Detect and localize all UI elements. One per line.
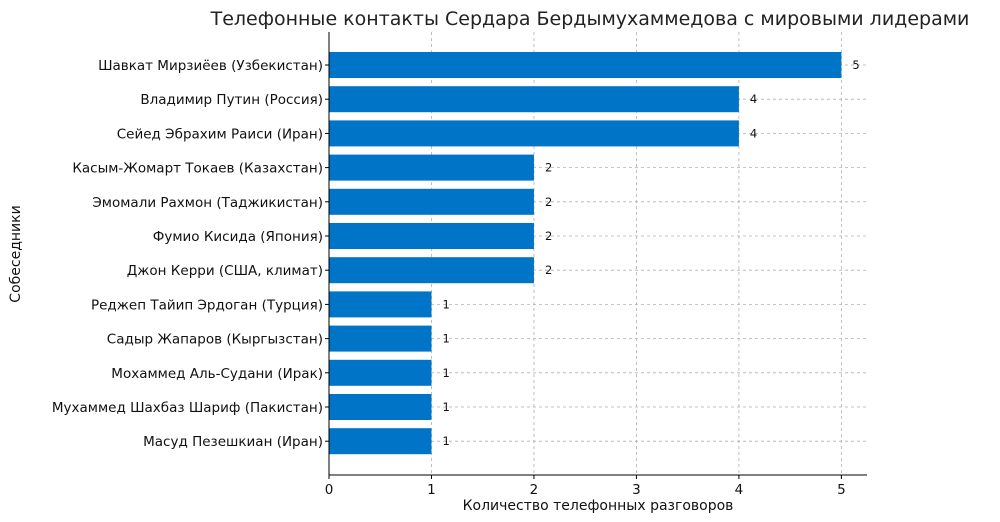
x-tick-label-5: 5 <box>837 482 846 498</box>
bar-2 <box>329 120 739 147</box>
x-tick-label-1: 1 <box>427 482 436 498</box>
x-tick-label-0: 0 <box>325 482 334 498</box>
bar-9 <box>329 359 432 386</box>
x-tick-label-3: 3 <box>632 482 641 498</box>
category-label-1: Владимир Путин (Россия) <box>140 92 323 108</box>
value-label-4: 2 <box>545 195 552 209</box>
chart-title: Телефонные контакты Сердара Бердымухамме… <box>210 8 970 30</box>
value-label-10: 1 <box>442 400 449 414</box>
bar-3 <box>329 154 534 181</box>
value-label-3: 2 <box>545 161 552 175</box>
value-label-6: 2 <box>545 263 552 277</box>
category-label-6: Джон Керри (США, климат) <box>127 263 323 279</box>
x-tick-label-2: 2 <box>530 482 539 498</box>
value-label-7: 1 <box>442 297 449 311</box>
bar-0 <box>329 52 842 78</box>
bars <box>329 52 842 455</box>
value-label-9: 1 <box>442 366 449 380</box>
category-label-11: Масуд Пезешкиан (Иран) <box>143 434 323 450</box>
value-label-8: 1 <box>442 332 449 346</box>
value-label-2: 4 <box>750 126 757 140</box>
value-labels: 5 4 4 2 2 2 2 1 1 1 1 1 <box>442 58 859 448</box>
category-label-9: Мохаммед Аль-Судани (Ирак) <box>111 366 323 382</box>
bar-5 <box>329 223 534 249</box>
y-axis-title: Собеседники <box>8 205 24 302</box>
bar-8 <box>329 325 432 352</box>
axes <box>328 32 867 476</box>
category-label-3: Касым-Жомарт Токаев (Казахстан) <box>72 161 323 177</box>
category-label-4: Эмомали Рахмон (Таджикистан) <box>92 195 323 211</box>
category-label-5: Фумио Кисида (Япония) <box>153 229 323 245</box>
category-label-8: Садыр Жапаров (Кыргызстан) <box>107 332 323 348</box>
category-label-2: Сейед Эбрахим Раиси (Иран) <box>117 126 323 142</box>
value-label-1: 4 <box>750 92 757 106</box>
value-label-11: 1 <box>442 434 449 448</box>
x-tick-label-4: 4 <box>735 482 744 498</box>
value-label-0: 5 <box>852 58 859 72</box>
bar-1 <box>329 86 739 113</box>
category-label-7: Реджеп Тайип Эрдоган (Турция) <box>91 297 323 313</box>
bar-11 <box>329 428 432 455</box>
value-label-5: 2 <box>545 229 552 243</box>
bar-10 <box>329 394 432 420</box>
bar-7 <box>329 291 432 318</box>
bar-4 <box>329 188 534 215</box>
category-labels: Шавкат Мирзиёев (Узбекистан) Владимир Пут… <box>52 58 329 450</box>
x-ticks: 0 1 2 3 4 5 <box>325 475 846 498</box>
bar-6 <box>329 257 534 284</box>
category-label-0: Шавкат Мирзиёев (Узбекистан) <box>98 58 323 74</box>
category-label-10: Мухаммед Шахбаз Шариф (Пакистан) <box>52 400 323 416</box>
x-axis-title: Количество телефонных разговоров <box>463 498 734 514</box>
